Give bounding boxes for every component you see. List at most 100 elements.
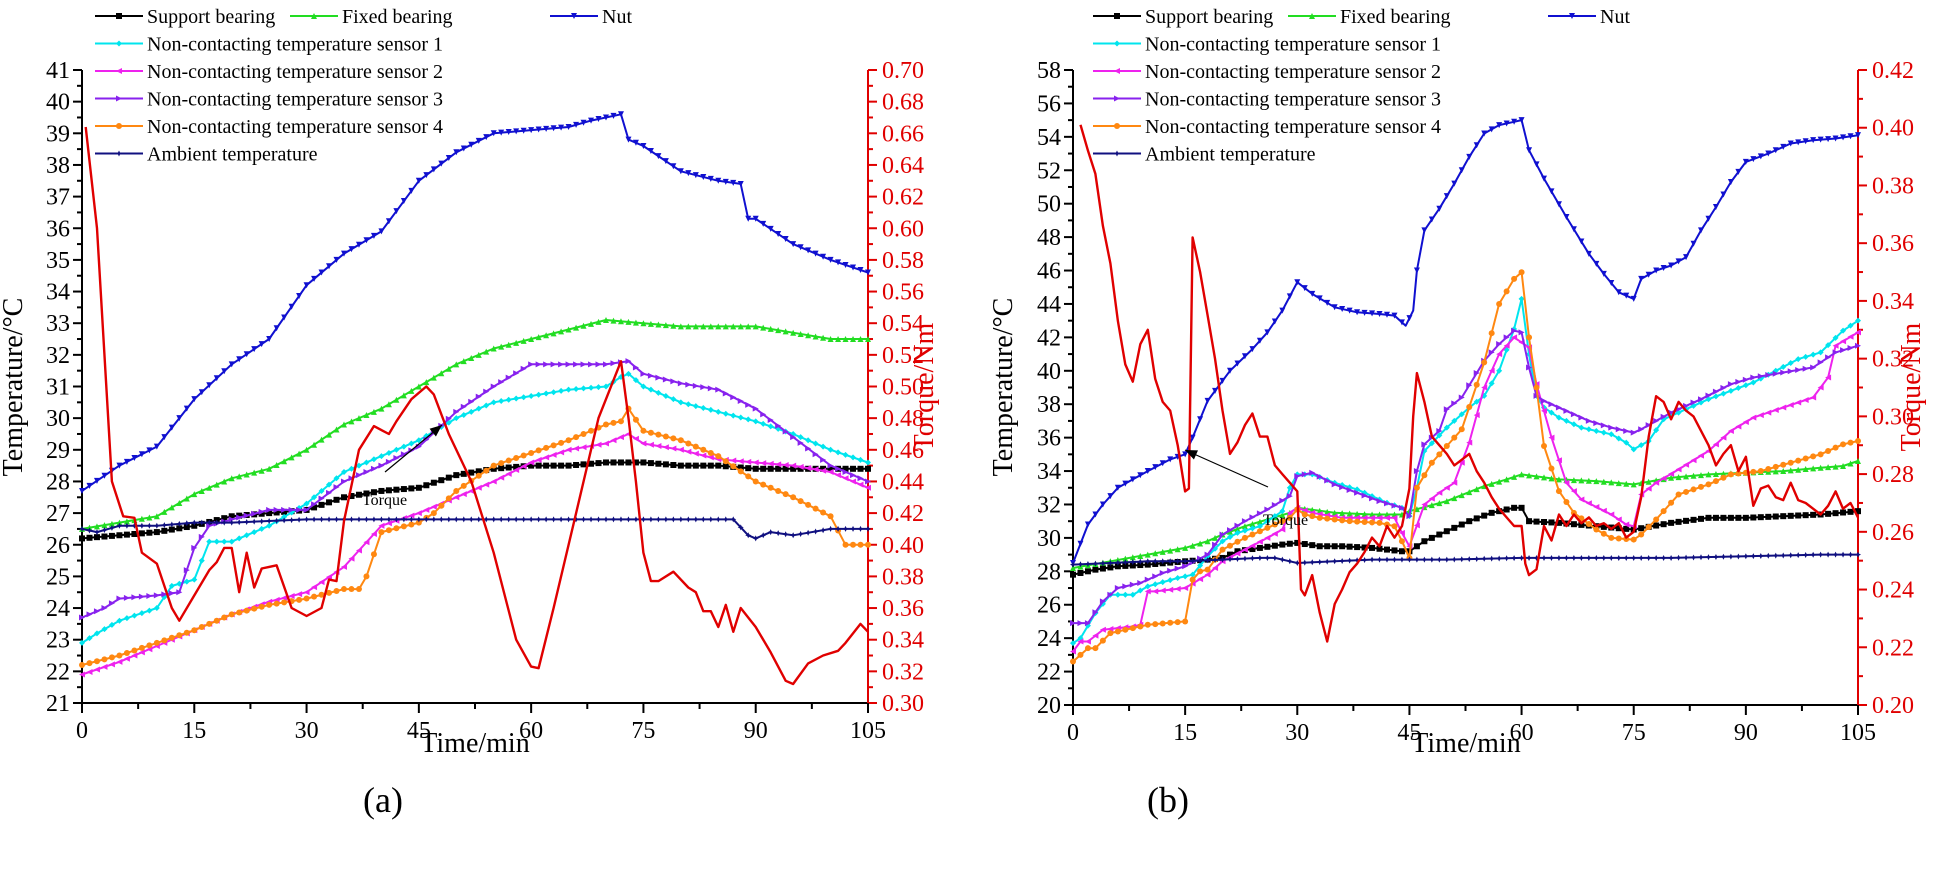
data-point — [1645, 524, 1652, 531]
data-point — [1705, 392, 1712, 399]
data-point — [228, 361, 235, 368]
data-point — [1376, 519, 1383, 526]
data-point — [1765, 513, 1772, 520]
data-point — [1324, 515, 1331, 522]
data-point — [595, 318, 602, 325]
data-point — [528, 127, 535, 134]
data-point — [146, 447, 153, 454]
y-tick-label: 27 — [46, 501, 70, 527]
data-point — [281, 594, 288, 601]
data-point — [228, 513, 235, 520]
data-point — [341, 586, 347, 593]
data-point — [303, 500, 310, 507]
data-point — [483, 467, 490, 474]
data-point — [543, 390, 550, 397]
data-point — [670, 396, 677, 403]
data-point — [595, 460, 602, 467]
data-point — [355, 586, 362, 593]
data-point — [797, 244, 804, 251]
data-point — [1690, 486, 1697, 493]
data-point — [535, 361, 542, 368]
data-point — [857, 465, 864, 472]
data-point — [1630, 446, 1637, 453]
data-point — [191, 491, 198, 498]
data-point — [1227, 542, 1233, 549]
data-point — [1727, 381, 1734, 388]
data-point — [303, 595, 310, 602]
data-point — [625, 358, 632, 365]
data-point — [752, 459, 759, 466]
data-point — [79, 662, 85, 669]
data-point — [1167, 456, 1174, 463]
legend-marker — [116, 95, 122, 102]
data-point — [588, 516, 595, 523]
data-point — [707, 516, 714, 523]
data-point — [692, 382, 699, 389]
data-point — [86, 611, 93, 618]
data-point — [318, 436, 325, 443]
data-point — [1204, 551, 1211, 558]
data-point — [1152, 573, 1159, 580]
x-tick-label: 75 — [1622, 720, 1646, 746]
data-point — [1615, 525, 1622, 532]
data-point — [790, 532, 797, 539]
data-point — [1847, 344, 1854, 351]
data-point — [1481, 359, 1488, 366]
data-point — [228, 611, 235, 618]
data-point — [423, 482, 430, 489]
data-point — [1099, 637, 1106, 644]
data-point — [206, 538, 213, 545]
data-point — [617, 318, 624, 325]
data-point — [1428, 495, 1435, 502]
data-point — [1107, 625, 1114, 632]
data-point — [483, 388, 490, 395]
data-point — [1653, 427, 1660, 434]
data-point — [460, 470, 467, 477]
data-point — [1563, 479, 1570, 486]
data-point — [1159, 579, 1166, 586]
data-point — [1443, 406, 1450, 413]
data-point — [341, 421, 347, 428]
data-point — [1511, 118, 1518, 125]
data-point — [438, 160, 445, 167]
data-point — [850, 541, 857, 548]
data-point — [341, 468, 347, 475]
legend-item: Non-contacting temperature sensor 1 — [95, 34, 443, 56]
data-point — [483, 402, 490, 409]
data-point — [363, 468, 370, 475]
data-point — [168, 590, 175, 597]
data-point — [213, 538, 220, 545]
data-point — [123, 531, 130, 538]
data-point — [1705, 471, 1712, 478]
data-point — [288, 506, 295, 513]
data-point — [206, 522, 213, 529]
data-point — [797, 498, 804, 505]
data-point — [1802, 512, 1809, 519]
data-point — [812, 333, 819, 340]
data-point — [692, 323, 699, 330]
data-point — [1817, 384, 1824, 391]
data-point — [603, 317, 609, 324]
data-point — [1705, 215, 1712, 222]
data-point — [1727, 178, 1734, 185]
y-tick-label: 41 — [46, 58, 70, 84]
data-point — [812, 250, 819, 257]
data-point — [1780, 143, 1787, 150]
data-point — [1630, 554, 1637, 561]
data-point — [617, 459, 624, 466]
data-point — [1548, 188, 1555, 195]
data-point — [1623, 480, 1630, 487]
legend-marker — [1114, 150, 1120, 157]
data-point — [1092, 632, 1099, 639]
data-point — [378, 462, 385, 469]
data-point — [430, 166, 437, 173]
data-point — [101, 472, 108, 479]
data-point — [1840, 463, 1847, 470]
data-point — [1600, 270, 1607, 277]
legend-marker — [1569, 13, 1575, 19]
data-point — [1129, 581, 1136, 588]
legend-label: Non-contacting temperature sensor 4 — [1145, 116, 1441, 138]
data-point — [1286, 293, 1293, 300]
x-tick-label: 30 — [1285, 720, 1309, 746]
data-point — [1653, 554, 1660, 561]
